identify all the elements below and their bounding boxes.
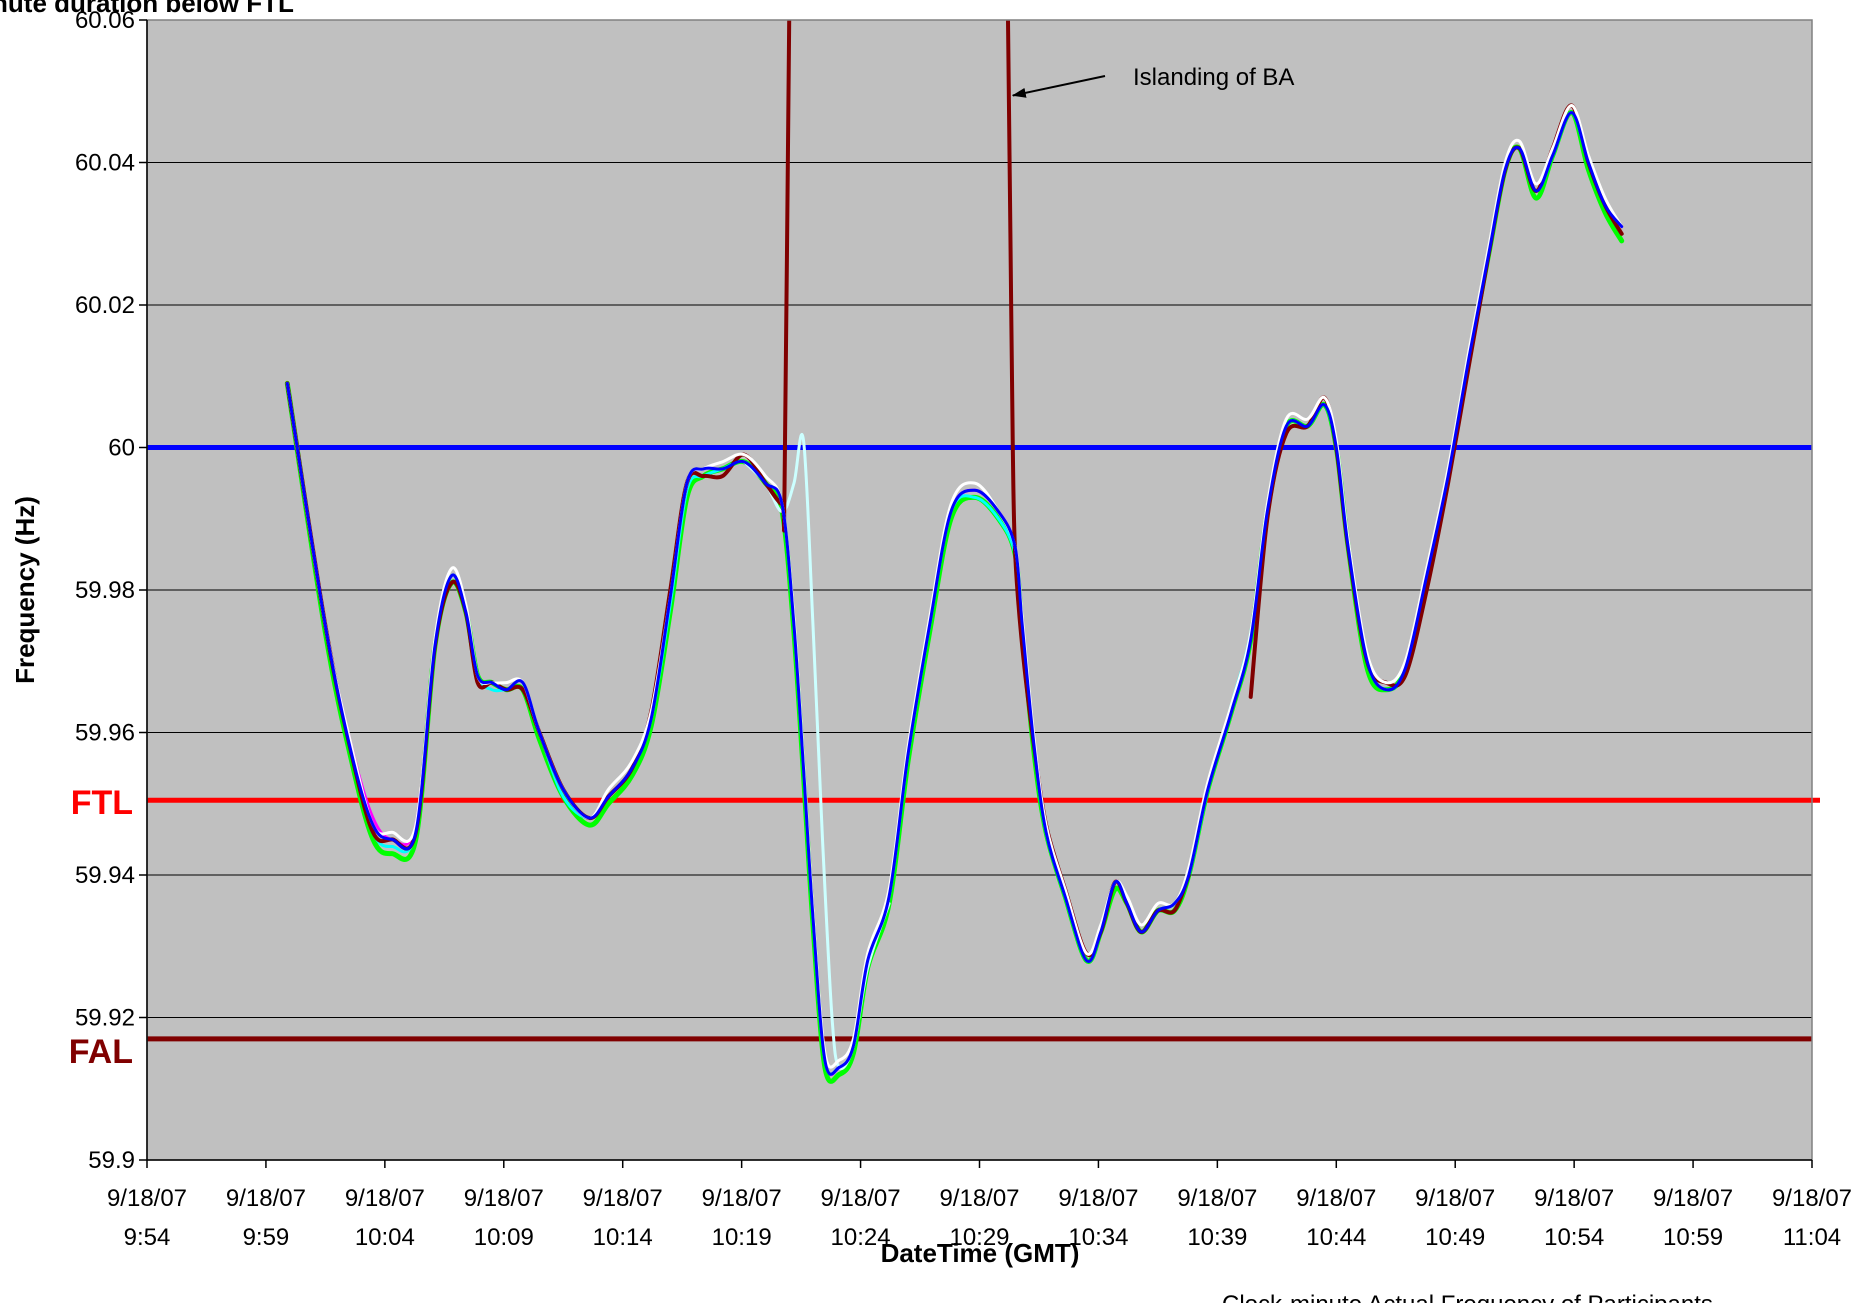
x-tick-time: 10:14 bbox=[593, 1224, 653, 1251]
y-axis-title: Frequency (Hz) bbox=[10, 496, 40, 684]
x-tick-time: 10:39 bbox=[1187, 1224, 1247, 1251]
x-tick-date: 9/18/07 bbox=[1058, 1185, 1138, 1212]
x-tick-time: 10:29 bbox=[949, 1224, 1009, 1251]
x-ticks: 9/18/07 9:54 9/18/07 9:59 9/18/07 10:04 9/18/0… bbox=[107, 1160, 1852, 1251]
y-tick-label: 59.98 bbox=[75, 577, 135, 604]
x-tick-time: 10:34 bbox=[1068, 1224, 1128, 1251]
x-tick-time: 10:09 bbox=[474, 1224, 534, 1251]
reference-label: FAL bbox=[69, 1033, 133, 1071]
chart-title: 9 minute duration below FTL bbox=[0, 0, 294, 18]
footnote: Clock-minute Actual Frequency of Partici… bbox=[1222, 1291, 1713, 1303]
series-line-9 bbox=[285, 111, 1624, 1076]
reference-label: FTL bbox=[71, 784, 133, 822]
y-tick-label: 60.06 bbox=[75, 7, 135, 34]
x-tick-date: 9/18/07 bbox=[1177, 1185, 1257, 1212]
x-tick-time: 10:54 bbox=[1544, 1224, 1604, 1251]
x-tick-time: 9:54 bbox=[124, 1224, 171, 1251]
annotation-arrow bbox=[1011, 75, 1106, 98]
x-tick-date: 9/18/07 bbox=[821, 1185, 901, 1212]
x-tick-date: 9/18/07 bbox=[1534, 1185, 1614, 1212]
reference-lines bbox=[147, 445, 1820, 1042]
annotation: Islanding of BA bbox=[1011, 64, 1294, 98]
x-tick-date: 9/18/07 bbox=[107, 1185, 187, 1212]
x-tick-date: 9/18/07 bbox=[583, 1185, 663, 1212]
x-tick-date: 9/18/07 bbox=[1415, 1185, 1495, 1212]
x-tick-date: 9/18/07 bbox=[1653, 1185, 1733, 1212]
y-tick-label: 60.02 bbox=[75, 292, 135, 319]
x-tick-date: 9/18/07 bbox=[464, 1185, 544, 1212]
y-tick-label: 60 bbox=[108, 435, 135, 462]
x-axis-title: DateTime (GMT) bbox=[881, 1238, 1080, 1268]
y-tick-label: 60.04 bbox=[75, 150, 135, 177]
x-tick-date: 9/18/07 bbox=[226, 1185, 306, 1212]
x-tick-time: 10:24 bbox=[831, 1224, 891, 1251]
y-tick-label: 59.92 bbox=[75, 1005, 135, 1032]
x-tick-time: 10:44 bbox=[1306, 1224, 1366, 1251]
series-lines bbox=[284, 20, 1625, 1084]
y-ticks: 59.9 59.92 59.94 59.96 59.98 60 60.02 60.04 60.0… bbox=[75, 7, 147, 1174]
x-tick-date: 9/18/07 bbox=[345, 1185, 425, 1212]
x-tick-time: 10:19 bbox=[712, 1224, 772, 1251]
y-tick-label: 59.9 bbox=[88, 1147, 135, 1174]
y-tick-label: 59.94 bbox=[75, 862, 135, 889]
x-tick-date: 9/18/07 bbox=[702, 1185, 782, 1212]
x-tick-date: 9/18/07 bbox=[939, 1185, 1019, 1212]
x-tick-time: 9:59 bbox=[243, 1224, 290, 1251]
x-tick-date: 9/18/07 bbox=[1296, 1185, 1376, 1212]
reference-labels: FTL FAL bbox=[69, 784, 133, 1071]
x-tick-time: 10:04 bbox=[355, 1224, 415, 1251]
annotation-label: Islanding of BA bbox=[1133, 64, 1294, 91]
x-tick-date: 9/18/07 bbox=[1772, 1185, 1852, 1212]
x-tick-time: 10:49 bbox=[1425, 1224, 1485, 1251]
x-tick-time: 11:04 bbox=[1783, 1224, 1841, 1251]
x-tick-time: 10:59 bbox=[1663, 1224, 1723, 1251]
y-tick-label: 59.96 bbox=[75, 720, 135, 747]
